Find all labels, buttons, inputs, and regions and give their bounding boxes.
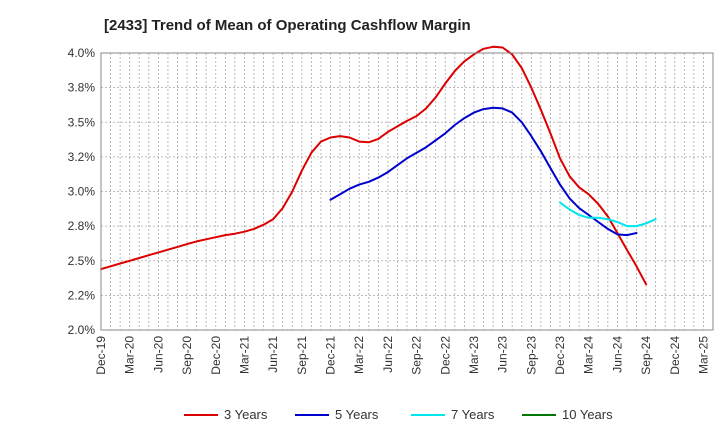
x-tick-label: Sep-24 [639,336,653,375]
x-tick-label: Dec-23 [553,336,567,375]
series-line-7-years [559,201,657,228]
series-lines [100,45,657,286]
series-line-5-years [329,106,638,237]
y-tick-label: 2.2% [68,288,96,302]
x-tick-label: Mar-24 [582,336,596,374]
x-tick-label: Mar-22 [352,336,366,374]
y-axis: 4.0% 3.8% 3.5% 3.2% 3.0% 2.8% 2.5% 2.2% 2.0% [68,46,96,337]
y-tick-label: 3.8% [68,81,96,95]
y-tick-label: 3.0% [68,185,96,199]
x-tick-label: Mar-23 [467,336,481,374]
x-tick-label: Sep-20 [180,336,194,375]
x-tick-label: Jun-24 [610,336,624,373]
x-tick-label: Jun-21 [266,336,280,373]
x-tick-label: Jun-23 [496,336,510,373]
x-tick-label: Mar-20 [123,336,137,374]
y-tick-label: 3.5% [68,115,96,129]
y-tick-label: 3.2% [68,150,96,164]
legend: 3 Years 5 Years 7 Years 10 Years [184,407,613,422]
legend-label-10-years: 10 Years [562,407,613,422]
y-tick-label: 2.5% [68,254,96,268]
chart-title: [2433] Trend of Mean of Operating Cashfl… [104,17,471,34]
x-axis: Dec-19 Mar-20 Jun-20 Sep-20 Dec-20 Mar-21 Jun-… [94,336,710,375]
series-line-3-years [100,45,648,286]
x-tick-label: Jun-22 [381,336,395,373]
x-tick-label: Dec-22 [438,336,452,375]
legend-label-3-years: 3 Years [224,407,268,422]
x-tick-label: Sep-23 [524,336,538,375]
x-tick-label: Mar-21 [237,336,251,374]
x-tick-label: Dec-19 [94,336,108,375]
legend-label-7-years: 7 Years [451,407,495,422]
x-tick-label: Dec-24 [668,336,682,375]
y-tick-label: 2.8% [68,219,96,233]
legend-label-5-years: 5 Years [335,407,379,422]
x-tick-label: Dec-20 [209,336,223,375]
x-tick-label: Sep-22 [410,336,424,375]
y-tick-label: 2.0% [68,323,96,337]
y-tick-label: 4.0% [68,46,96,60]
grid [101,53,713,330]
x-tick-label: Sep-21 [295,336,309,375]
x-tick-label: Jun-20 [151,336,165,373]
x-tick-label: Mar-25 [696,336,710,374]
x-tick-label: Dec-21 [324,336,338,375]
plot-border [100,52,714,331]
